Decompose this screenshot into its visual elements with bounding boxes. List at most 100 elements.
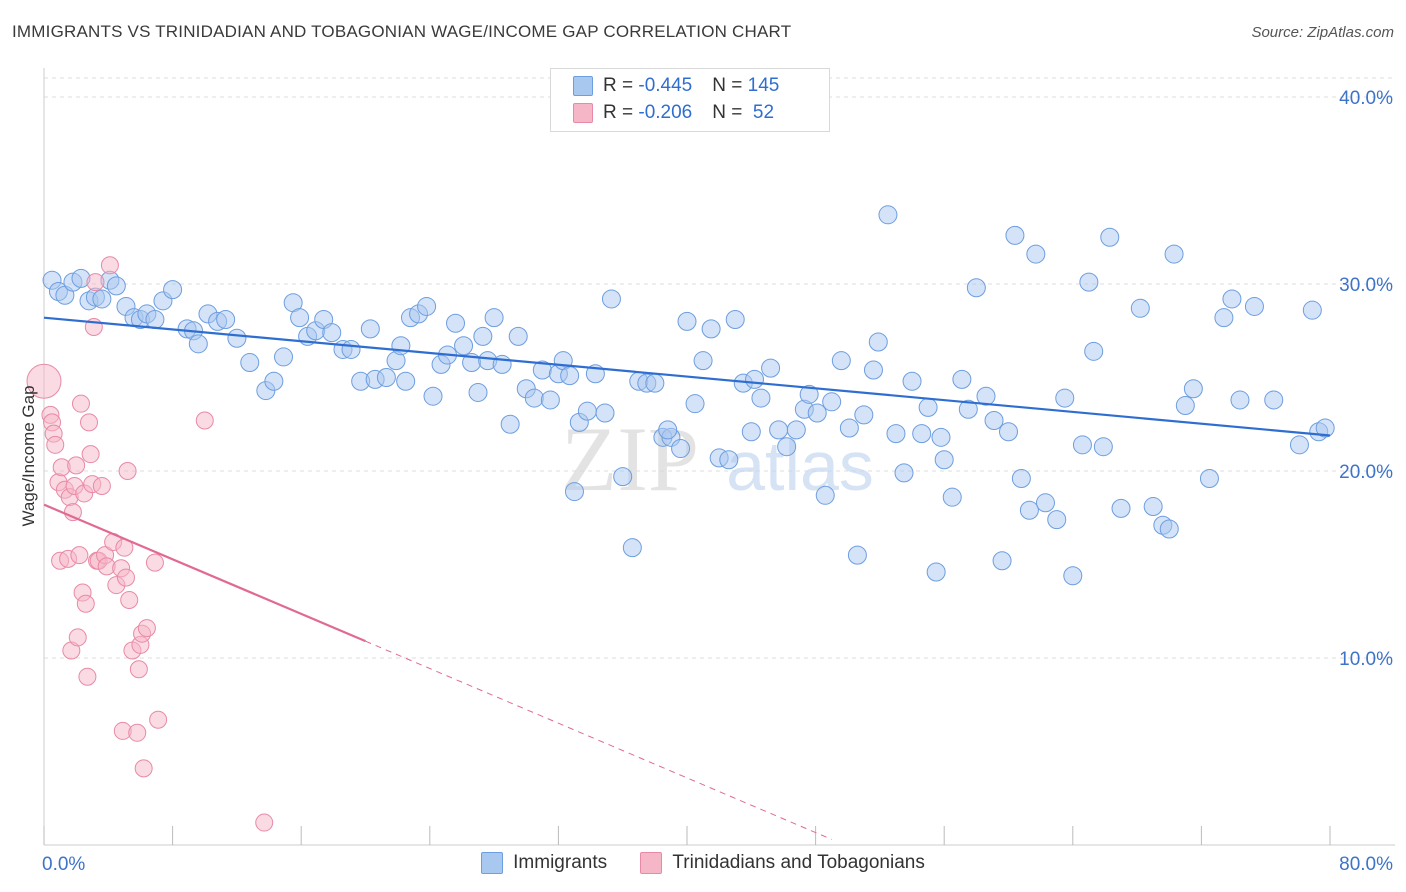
x-tick-label-max: 80.0% <box>1339 854 1393 875</box>
series-legend-immigrants: Immigrants <box>481 852 607 874</box>
immigrants-point <box>601 289 621 309</box>
trinidadian-point <box>137 619 156 638</box>
trinidadian-point <box>195 411 214 430</box>
trinidadian-trendline <box>43 503 366 643</box>
immigrants-point <box>1047 510 1067 530</box>
tick-labels: 10.0% 20.0% 30.0% 40.0% 0.0% 80.0% <box>42 88 1393 875</box>
trinidadian-points <box>26 256 274 832</box>
immigrants-point <box>106 276 126 296</box>
legend-n-value: 145 <box>747 75 780 96</box>
legend-row-trinidadian: R = -0.206 N = 52 <box>573 102 774 126</box>
immigrants-point <box>878 205 898 225</box>
immigrants-point <box>613 467 633 487</box>
legend-r-value: -0.206 <box>638 102 693 123</box>
immigrants-point <box>701 319 721 339</box>
immigrants-point <box>685 394 705 414</box>
legend-n-label: N = <box>712 102 748 123</box>
trinidadian-point <box>118 462 137 480</box>
immigrants-point <box>1026 244 1046 264</box>
trinidadian-point <box>46 435 65 454</box>
trinidadian-point <box>68 628 87 647</box>
legend-n-value: 52 <box>747 102 775 123</box>
x-tick-label-min: 0.0% <box>42 854 85 875</box>
immigrants-point <box>500 414 520 434</box>
immigrants-point <box>886 424 906 444</box>
immigrants-point <box>1093 437 1113 457</box>
immigrants-point <box>1264 390 1284 410</box>
immigrants-point <box>777 437 797 457</box>
immigrants-point <box>484 308 504 328</box>
immigrants-point <box>992 551 1012 571</box>
trendlines <box>43 316 1331 840</box>
immigrants-point <box>854 405 874 425</box>
chart-source: Source: ZipAtlas.com <box>1251 24 1394 41</box>
immigrants-point <box>595 403 615 423</box>
immigrants-point <box>145 310 165 330</box>
immigrants-point <box>769 420 789 440</box>
trinidadian-point <box>63 503 82 522</box>
axes <box>43 68 1395 846</box>
immigrants-point <box>1111 498 1131 518</box>
trinidadian-point <box>86 273 105 292</box>
immigrants-point <box>423 386 443 406</box>
immigrants-point <box>725 310 745 330</box>
immigrants-point <box>376 368 396 387</box>
immigrants-point <box>1130 298 1150 318</box>
trinidadian-point <box>100 256 119 275</box>
trinidadian-point <box>255 813 274 832</box>
immigrants-point <box>958 399 978 419</box>
immigrants-point <box>322 323 342 343</box>
immigrants-point <box>274 347 294 367</box>
immigrants-point <box>1214 308 1234 328</box>
immigrants-point <box>786 420 806 440</box>
immigrants-point <box>807 403 827 423</box>
immigrants-point <box>1164 244 1184 264</box>
immigrants-point <box>822 392 842 412</box>
series-legend-trinidadian: Trinidadians and Tobagonians <box>640 852 925 874</box>
series-label-trinidadian: Trinidadians and Tobagonians <box>672 852 925 873</box>
trinidadian-point <box>149 710 168 729</box>
immigrants-point <box>1019 500 1039 520</box>
immigrants-point <box>454 336 474 356</box>
immigrants-point <box>847 545 867 565</box>
trinidadian-point <box>116 568 135 587</box>
immigrants-point <box>966 278 986 298</box>
immigrants-point <box>1244 296 1264 316</box>
immigrants-point <box>1079 272 1099 292</box>
trinidadian-point <box>129 660 148 679</box>
immigrants-point <box>902 371 922 391</box>
immigrants-point <box>1230 390 1250 410</box>
immigrants-point <box>1035 493 1055 513</box>
series-swatch-immigrants <box>481 852 504 874</box>
immigrants-point <box>693 351 713 371</box>
trinidadian-point <box>76 594 95 613</box>
legend-r-label: R = <box>603 102 639 123</box>
immigrants-point <box>984 411 1004 431</box>
immigrants-point <box>1175 396 1195 416</box>
legend-row-immigrants: R = -0.445 N = 145 <box>573 75 779 99</box>
series-label-immigrants: Immigrants <box>513 852 608 873</box>
chart-title: IMMIGRANTS VS TRINIDADIAN AND TOBAGONIAN… <box>12 22 792 41</box>
immigrants-point <box>622 538 642 558</box>
immigrants-point <box>227 328 247 348</box>
series-swatch-trinidadian <box>640 852 663 874</box>
y-tick-label: 30.0% <box>1339 275 1393 296</box>
immigrants-point <box>560 366 580 386</box>
immigrants-point <box>918 397 938 417</box>
immigrants-point <box>92 289 112 309</box>
immigrants-point <box>473 326 493 346</box>
immigrants-point <box>1222 289 1242 309</box>
immigrants-point <box>577 401 597 421</box>
immigrants-point <box>645 373 665 393</box>
immigrants-point <box>751 388 771 408</box>
immigrants-point <box>926 562 946 582</box>
immigrants-point <box>677 311 697 331</box>
immigrants-point <box>761 358 781 378</box>
y-tick-label: 20.0% <box>1339 462 1393 483</box>
immigrants-point <box>671 439 691 459</box>
immigrants-point <box>360 319 380 339</box>
legend-n-label: N = <box>712 75 748 96</box>
immigrants-point <box>524 388 544 408</box>
legend-swatch-trinidadian <box>573 102 593 123</box>
